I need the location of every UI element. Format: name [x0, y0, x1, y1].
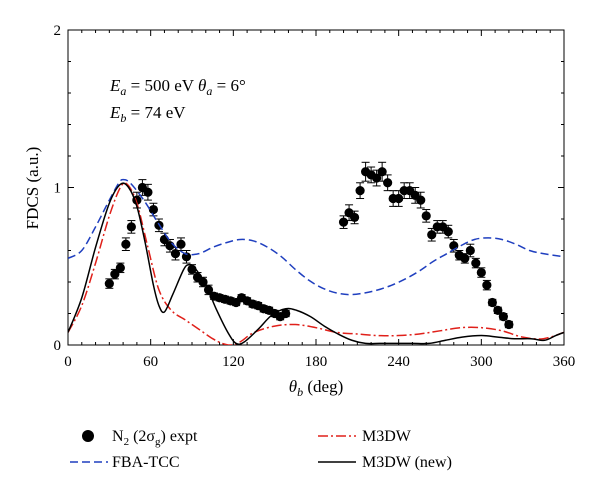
legend: N2 (2σg) expt FBA-TCC M3DW M3DW (new): [70, 428, 452, 471]
expt-data-point: [349, 210, 360, 225]
data-marker: [498, 312, 508, 322]
expt-data-point: [148, 202, 159, 217]
x-tick-label: 60: [143, 354, 158, 370]
data-marker: [476, 267, 486, 278]
legend-m3dw-new-label: M3DW (new): [362, 454, 452, 471]
x-tick-label: 0: [64, 354, 72, 370]
expt-data-point: [104, 278, 114, 289]
data-marker: [176, 239, 186, 249]
data-marker: [170, 249, 181, 259]
data-marker: [338, 217, 349, 227]
expt-data-point: [181, 250, 192, 264]
y-axis-title: FDCS (a.u.): [23, 147, 42, 230]
expt-data-point: [338, 215, 349, 229]
legend-expt-marker: [82, 430, 94, 442]
data-marker: [504, 319, 514, 330]
expt-data-point: [372, 169, 382, 187]
data-marker: [465, 245, 475, 256]
data-marker: [115, 263, 125, 273]
expt-data-point: [471, 257, 481, 269]
expt-data-point: [427, 227, 437, 242]
expt-data-point: [487, 297, 497, 308]
expt-data-point: [443, 224, 453, 239]
data-marker: [143, 187, 153, 197]
data-marker: [377, 167, 387, 177]
energy-annotation-line1: Ea = 500 eV θa = 6°: [109, 76, 246, 98]
data-marker: [421, 211, 431, 221]
y-tick-label: 2: [54, 23, 62, 39]
data-marker: [471, 258, 481, 268]
expt-data-point: [421, 209, 431, 223]
series-line-m3dw: [68, 182, 564, 345]
data-marker: [165, 241, 175, 251]
expt-data-point: [176, 237, 186, 251]
expt-data-point: [476, 267, 486, 278]
data-marker: [349, 212, 360, 223]
expt-data-point: [115, 262, 125, 274]
data-marker: [383, 178, 393, 188]
x-tick-label: 300: [470, 354, 493, 370]
data-marker: [110, 269, 120, 279]
expt-data-point: [377, 161, 387, 182]
x-tick-label: 240: [387, 354, 410, 370]
data-marker: [126, 222, 136, 232]
axis-ticks: [67, 29, 565, 346]
data-marker: [443, 227, 453, 237]
y-tick-label: 0: [54, 338, 62, 354]
legend-fba-label: FBA-TCC: [112, 454, 180, 471]
data-marker: [121, 239, 131, 249]
legend-m3dw-label: M3DW: [362, 428, 412, 445]
expt-data-point: [121, 237, 131, 251]
x-tick-label: 120: [222, 354, 245, 370]
series-layer: [68, 161, 564, 345]
data-marker: [281, 308, 291, 319]
expt-data-point: [214, 293, 225, 303]
data-marker: [416, 195, 426, 205]
expt-data-point: [405, 182, 415, 200]
series-line-fba-tcc: [68, 178, 564, 296]
data-marker: [394, 193, 404, 204]
expt-data-point: [416, 191, 426, 209]
data-marker: [482, 280, 492, 290]
expt-data-point: [498, 312, 508, 322]
legend-expt-label: N2 (2σg) expt: [112, 428, 198, 448]
expt-data-point: [482, 279, 492, 291]
expt-data-point: [126, 220, 136, 234]
data-marker: [427, 230, 437, 240]
data-marker: [460, 253, 470, 263]
x-tick-labels: 0 60 120 180 240 300 360: [64, 354, 575, 370]
y-tick-labels: 0 1 2: [54, 23, 62, 354]
energy-annotation-line2: Eb = 74 eV: [109, 103, 186, 125]
expt-data-point: [143, 183, 153, 201]
data-marker: [181, 252, 192, 262]
expt-data-point: [281, 308, 291, 319]
data-marker: [372, 173, 382, 183]
data-marker: [355, 186, 365, 196]
x-axis-title: θb (deg): [289, 377, 343, 399]
data-marker: [104, 278, 114, 289]
x-tick-label: 360: [553, 354, 576, 370]
expt-data-point: [504, 319, 514, 330]
data-marker: [493, 305, 503, 315]
expt-data-point: [383, 174, 393, 192]
series-line-m3dw-new-: [68, 182, 564, 345]
y-tick-label: 1: [54, 181, 62, 197]
x-tick-label: 180: [305, 354, 328, 370]
expt-data-point: [465, 243, 475, 258]
expt-data-point: [355, 182, 365, 200]
data-marker: [148, 204, 159, 215]
data-marker: [487, 297, 497, 308]
